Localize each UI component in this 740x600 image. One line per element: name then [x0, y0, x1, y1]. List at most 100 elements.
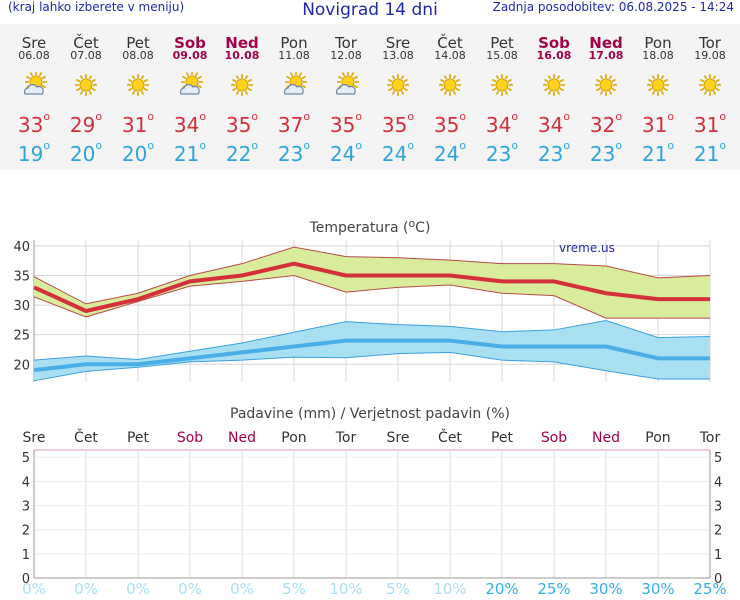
max-temperature: 31o: [693, 110, 727, 137]
day-name: Čet: [437, 34, 463, 52]
day-date: 10.08: [224, 49, 260, 62]
y-tick-label-left: 1: [22, 548, 30, 563]
y-tick-label-left: 3: [22, 500, 30, 515]
max-temp-band-lower-edge: [33, 274, 710, 319]
max-temperature: 33o: [17, 110, 51, 137]
max-temp-band: [34, 247, 710, 319]
x-day-label: Čet: [438, 428, 462, 446]
x-day-label: Tor: [335, 430, 357, 446]
day-date: 16.08: [536, 49, 572, 62]
y-tick-label-right: 3: [714, 500, 722, 515]
sun-cloud-icon: [21, 71, 47, 98]
precip-probability: 0%: [126, 580, 150, 598]
max-temperature: 37o: [277, 110, 311, 137]
max-temperature: 35o: [225, 110, 259, 137]
min-temp-line: [33, 338, 710, 373]
day-name: Tor: [335, 34, 357, 52]
x-day-label: Pet: [491, 430, 514, 446]
x-day-label: Sre: [387, 430, 410, 446]
day-date: 18.08: [642, 49, 674, 62]
precip-chart-title: Padavine (mm) / Verjetnost padavin (%): [230, 406, 510, 422]
day-name: Ned: [225, 34, 259, 52]
day-name: Pon: [280, 34, 308, 52]
max-temp-band-upper-edge: [33, 246, 711, 305]
sun-icon: [645, 72, 671, 98]
day-name: Ned: [589, 34, 623, 52]
day-date: 06.08: [18, 49, 50, 62]
day-date: 14.08: [434, 49, 466, 62]
x-day-label: Pon: [281, 430, 306, 446]
max-temperature: 35o: [381, 110, 415, 137]
min-temp-band-upper-edge: [33, 319, 711, 361]
day-date: 08.08: [122, 49, 154, 62]
day-name: Sob: [174, 34, 206, 52]
min-temperature: 21o: [173, 139, 207, 166]
precip-probability: 10%: [433, 580, 466, 598]
y-tick-label: 35: [13, 270, 30, 285]
sun-icon: [385, 72, 411, 98]
y-tick-label: 40: [13, 240, 30, 255]
y-tick-label-left: 5: [22, 451, 30, 466]
precip-probability: 25%: [537, 580, 570, 598]
min-temperature: 20o: [69, 139, 103, 166]
sun-icon: [489, 72, 515, 98]
sun-cloud-icon: [333, 71, 359, 98]
temperature-chart: 40 35 30 25 20 vreme.us: [13, 240, 711, 382]
y-tick-label-right: 0: [714, 572, 722, 587]
day-name: Sre: [21, 34, 47, 52]
day-date: 07.08: [70, 49, 102, 62]
sun-icon: [229, 72, 255, 98]
y-tick-label-left: 2: [22, 524, 30, 539]
min-temp-band-lower-edge: [33, 351, 710, 382]
min-temperature: 21o: [641, 139, 675, 166]
precip-probability: 0%: [22, 580, 46, 598]
sun-icon: [437, 72, 463, 98]
day-name: Sob: [538, 34, 570, 52]
day-date: 15.08: [486, 49, 518, 62]
day-name: Pon: [644, 34, 672, 52]
x-day-label: Čet: [74, 428, 98, 446]
precip-probability: 5%: [282, 580, 306, 598]
max-temperature: 31o: [121, 110, 155, 137]
min-temperature: 21o: [693, 139, 727, 166]
y-tick-label-right: 5: [714, 451, 722, 466]
sun-icon: [593, 72, 619, 98]
sun-cloud-icon: [281, 71, 307, 98]
max-temperature: 32o: [589, 110, 623, 137]
x-day-label: Ned: [592, 430, 620, 446]
x-day-label: Pet: [127, 430, 150, 446]
y-tick-label-right: 1: [714, 548, 722, 563]
max-temperature: 35o: [433, 110, 467, 137]
sun-icon: [697, 72, 723, 98]
max-temp-line: [33, 261, 710, 313]
min-temperature: 23o: [485, 139, 519, 166]
max-temperature: 29o: [69, 110, 103, 137]
max-temperature: 34o: [537, 110, 571, 137]
precip-probability: 0%: [178, 580, 202, 598]
precip-probability: 30%: [589, 580, 622, 598]
min-temperature: 23o: [537, 139, 571, 166]
sun-icon: [125, 72, 151, 98]
day-name: Pet: [490, 34, 514, 52]
y-tick-label: 25: [13, 329, 30, 344]
min-temperature: 23o: [589, 139, 623, 166]
day-name: Sre: [385, 34, 411, 52]
x-day-label: Sob: [541, 430, 567, 446]
min-temperature: 24o: [381, 139, 415, 166]
sun-cloud-icon: [177, 71, 203, 98]
max-temperature: 34o: [485, 110, 519, 137]
min-temp-band: [34, 320, 710, 381]
day-date: 13.08: [382, 49, 414, 62]
x-day-label: Tor: [699, 430, 721, 446]
x-day-label: Sre: [23, 430, 46, 446]
day-date: 17.08: [588, 49, 624, 62]
sun-icon: [73, 72, 99, 98]
day-name: Čet: [73, 34, 99, 52]
precip-probability: 0%: [74, 580, 98, 598]
max-temperature: 35o: [329, 110, 363, 137]
page-title: Novigrad 14 dni: [302, 0, 438, 20]
y-tick-label-right: 4: [714, 475, 722, 490]
min-temperature: 23o: [277, 139, 311, 166]
max-temperature: 31o: [641, 110, 675, 137]
y-tick-label: 30: [13, 299, 30, 314]
